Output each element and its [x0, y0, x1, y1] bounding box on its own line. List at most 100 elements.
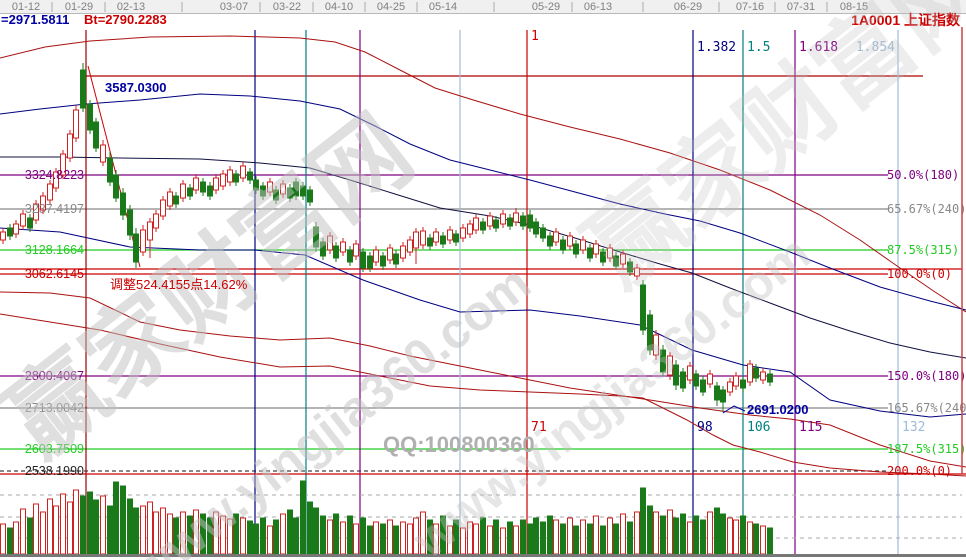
date-label: 04-25	[377, 1, 405, 13]
volume-bar	[680, 513, 686, 555]
volume-bar	[720, 513, 726, 555]
percent-level-label: 50.0%(180)	[887, 168, 959, 182]
date-axis-strip	[0, 0, 966, 13]
date-label: 04-10	[325, 1, 353, 13]
volume-bar	[253, 523, 259, 555]
candlestick	[87, 100, 93, 134]
candlestick	[387, 244, 393, 264]
candlestick	[300, 182, 306, 200]
candlestick	[247, 168, 253, 184]
fib-count-label: 71	[531, 420, 547, 435]
candlestick	[567, 232, 573, 250]
volume-bar	[573, 525, 579, 555]
volume-bar	[607, 517, 613, 555]
candlestick	[580, 236, 586, 254]
volume-bar	[13, 521, 19, 555]
watermark-qq: QQ:100800360	[383, 432, 535, 457]
candlestick	[433, 228, 439, 246]
volume-bar	[320, 515, 326, 555]
candlestick	[600, 248, 606, 266]
candlestick	[413, 228, 419, 264]
price-level-label: 2713.0042	[25, 401, 84, 415]
indicator-value-primary: =2971.5811	[1, 12, 69, 27]
volume-bar	[387, 519, 393, 555]
fib-count-label: 115	[799, 420, 822, 435]
candlestick	[27, 214, 33, 232]
fib-ratio-label: 1.382	[697, 40, 736, 55]
volume-bar	[93, 499, 99, 555]
candlestick	[80, 63, 86, 112]
peak-price-label: 3587.0300	[105, 80, 166, 95]
candlestick	[240, 162, 246, 182]
volume-bar	[360, 517, 366, 555]
candlestick	[227, 166, 233, 186]
candlestick	[233, 170, 239, 186]
volume-bar	[20, 508, 26, 555]
lower-outer-band-curve	[0, 313, 966, 477]
volume-bar	[520, 519, 526, 555]
fib-count-label: 106	[747, 420, 770, 435]
volume-bar	[527, 523, 533, 555]
candlestick	[100, 140, 106, 166]
volume-bar	[80, 495, 86, 555]
volume-bar	[580, 519, 586, 555]
candlestick	[333, 242, 339, 262]
volume-bar	[560, 523, 566, 555]
candlestick	[753, 364, 759, 382]
volume-bar	[660, 515, 666, 555]
candlestick	[307, 186, 313, 206]
price-level-label: 3324.8223	[25, 168, 84, 182]
candlestick	[40, 192, 46, 214]
candlestick	[647, 310, 653, 355]
volume-bar	[620, 513, 626, 555]
candlestick	[60, 150, 66, 179]
low-price-callout: 2691.0200	[747, 402, 808, 417]
candlestick	[287, 184, 293, 202]
volume-bar	[593, 515, 599, 555]
volume-bar	[60, 493, 66, 555]
candlestick	[120, 188, 126, 220]
candlestick	[407, 236, 413, 256]
candlestick	[673, 360, 679, 390]
volume-bar	[714, 507, 720, 555]
candlestick	[153, 210, 159, 232]
volume-bar	[273, 519, 279, 555]
candlestick	[253, 176, 259, 194]
low-callout-connector	[722, 405, 746, 414]
candlestick	[313, 222, 319, 252]
volume-bar	[67, 501, 73, 555]
candlestick	[540, 224, 546, 242]
candlestick	[747, 360, 753, 386]
candlestick	[707, 370, 713, 388]
volume-bar	[73, 489, 79, 555]
candlestick	[627, 258, 633, 276]
candlestick	[173, 192, 179, 208]
date-label: 05-14	[429, 1, 457, 13]
fib-ratio-label: 1	[531, 29, 539, 44]
date-label: 02-13	[117, 1, 145, 13]
candlestick	[607, 244, 613, 262]
symbol-title: 1A0001 上证指数	[851, 12, 961, 28]
price-level-label: 2603.7509	[25, 442, 84, 456]
volume-bar	[47, 498, 53, 555]
candlestick	[587, 244, 593, 262]
candlestick	[360, 248, 366, 272]
volume-bar	[27, 517, 33, 555]
candlestick	[220, 170, 226, 190]
candlestick	[473, 214, 479, 234]
volume-bar	[567, 517, 573, 555]
candlestick	[620, 250, 626, 268]
candlestick	[0, 228, 6, 244]
candlestick	[273, 186, 279, 204]
candlestick	[393, 250, 399, 268]
lower-band-curve	[0, 291, 966, 468]
volume-bar	[553, 519, 559, 555]
volume-bar	[487, 525, 493, 555]
volume-bar	[333, 513, 339, 555]
price-level-label: 2538.1990	[25, 464, 84, 478]
candlestick	[93, 118, 99, 152]
volume-bar	[353, 523, 359, 555]
percent-level-label: 200.0%(0)	[887, 464, 952, 478]
candlestick	[340, 238, 346, 256]
